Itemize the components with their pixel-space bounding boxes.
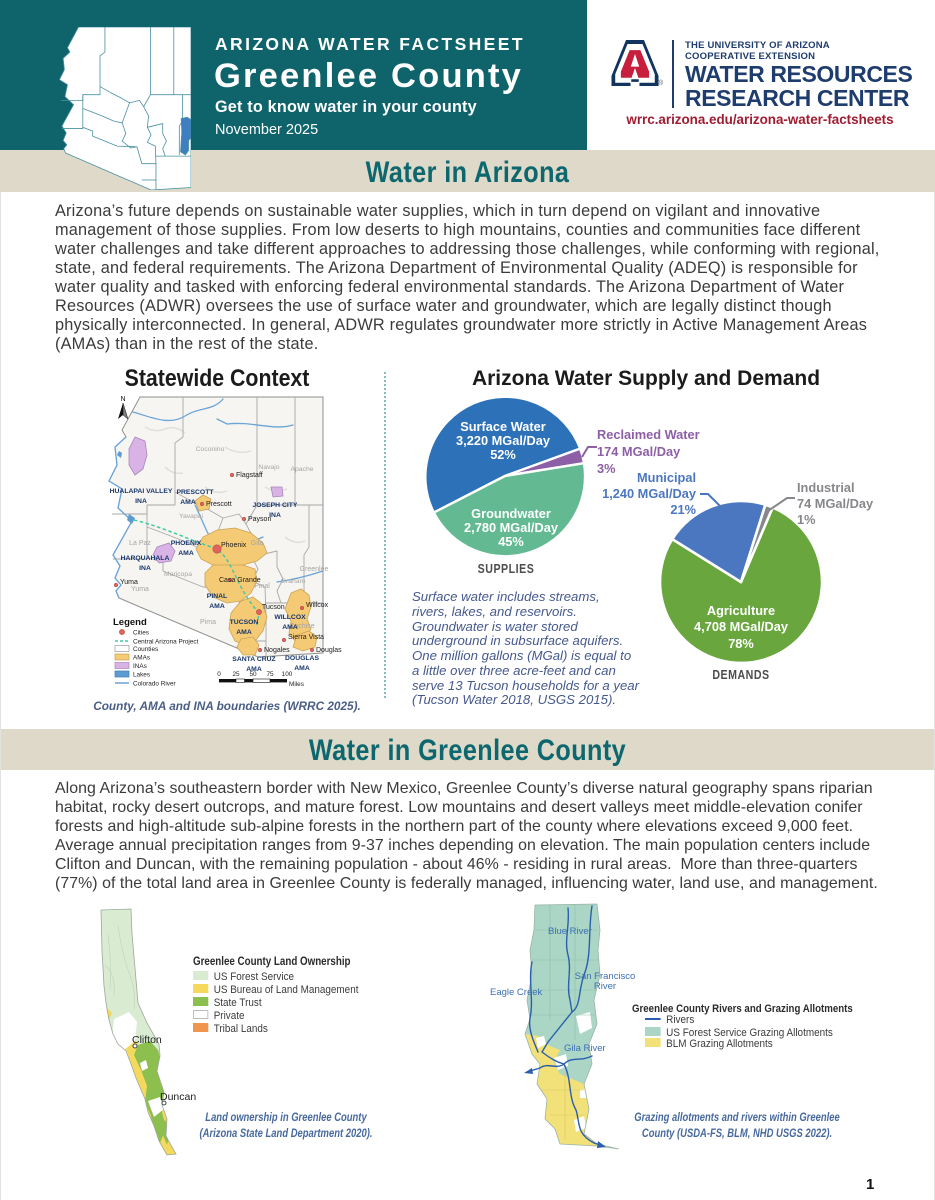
svg-text:0: 0 — [217, 671, 221, 678]
svg-text:Miles: Miles — [289, 681, 304, 688]
svg-text:Greenlee: Greenlee — [300, 566, 329, 573]
svg-text:100: 100 — [282, 671, 293, 678]
svg-text:AMA: AMA — [246, 666, 262, 673]
svg-text:Cities: Cities — [133, 630, 149, 637]
svg-text:PHOENIX: PHOENIX — [171, 540, 202, 547]
svg-text:PRESCOTT: PRESCOTT — [176, 489, 214, 496]
svg-text:Gila River: Gila River — [564, 1043, 606, 1054]
svg-text:N: N — [120, 396, 125, 403]
svg-text:SANTA CRUZ: SANTA CRUZ — [232, 656, 275, 663]
svg-text:Tucson: Tucson — [262, 604, 285, 611]
svg-text:Duncan: Duncan — [160, 1091, 196, 1103]
svg-text:Yuma: Yuma — [120, 579, 138, 586]
svg-text:TUCSON: TUCSON — [230, 619, 259, 626]
svg-text:INA: INA — [269, 512, 281, 519]
svg-text:La Paz: La Paz — [129, 540, 151, 547]
svg-text:INAs: INAs — [133, 663, 147, 670]
svg-text:Clifton: Clifton — [132, 1034, 162, 1046]
svg-text:San Francisco: San Francisco — [575, 971, 636, 982]
svg-text:AMA: AMA — [236, 629, 252, 636]
svg-text:Yuma: Yuma — [131, 586, 149, 593]
svg-text:Blue River: Blue River — [548, 926, 592, 937]
svg-text:River: River — [594, 981, 616, 992]
svg-text:HARQUAHALA: HARQUAHALA — [121, 555, 170, 562]
svg-text:AMA: AMA — [282, 624, 298, 631]
svg-text:Nogales: Nogales — [264, 647, 290, 654]
svg-text:Phoenix: Phoenix — [221, 542, 247, 549]
svg-text:AMAs: AMAs — [133, 655, 150, 662]
svg-text:Yavapai: Yavapai — [179, 513, 204, 520]
svg-text:HUALAPAI VALLEY: HUALAPAI VALLEY — [110, 488, 173, 495]
svg-text:Casa Grande: Casa Grande — [219, 577, 261, 584]
svg-text:Pinal: Pinal — [254, 583, 270, 590]
svg-text:Flagstaff: Flagstaff — [236, 472, 263, 479]
svg-text:DOUGLAS: DOUGLAS — [285, 655, 319, 662]
svg-text:Prescott: Prescott — [206, 501, 232, 508]
svg-text:Graham: Graham — [281, 578, 306, 585]
svg-text:Sierra Vista: Sierra Vista — [288, 634, 324, 641]
svg-text:AMA: AMA — [294, 665, 310, 672]
svg-text:Willcox: Willcox — [306, 602, 329, 609]
svg-text:JOSEPH CITY: JOSEPH CITY — [253, 502, 298, 509]
svg-text:Navajo: Navajo — [258, 464, 279, 471]
svg-text:Douglas: Douglas — [316, 647, 342, 654]
svg-text:PINAL: PINAL — [207, 593, 227, 600]
svg-text:75: 75 — [266, 671, 274, 678]
svg-text:Coconino: Coconino — [196, 446, 225, 453]
svg-text:Lakes: Lakes — [133, 672, 150, 679]
svg-text:Cochise: Cochise — [289, 623, 314, 630]
svg-text:Pima: Pima — [200, 619, 216, 626]
svg-text:25: 25 — [232, 671, 240, 678]
svg-text:Counties: Counties — [133, 646, 158, 653]
svg-text:AMA: AMA — [209, 603, 225, 610]
svg-text:AMA: AMA — [178, 550, 194, 557]
svg-text:Eagle Creek: Eagle Creek — [490, 987, 543, 998]
svg-text:Gila: Gila — [251, 540, 264, 547]
svg-text:Central Arizona Project: Central Arizona Project — [133, 639, 199, 646]
svg-text:Maricopa: Maricopa — [164, 571, 192, 578]
svg-text:INA: INA — [139, 565, 151, 572]
svg-text:50: 50 — [249, 671, 257, 678]
svg-text:WILLCOX: WILLCOX — [274, 614, 306, 621]
svg-text:Colorado River: Colorado River — [133, 681, 176, 688]
svg-text:Apache: Apache — [290, 466, 313, 473]
svg-text:AMA: AMA — [180, 499, 196, 506]
svg-text:INA: INA — [135, 498, 147, 505]
svg-text:Legend: Legend — [113, 617, 147, 628]
svg-text:Payson: Payson — [248, 516, 271, 523]
